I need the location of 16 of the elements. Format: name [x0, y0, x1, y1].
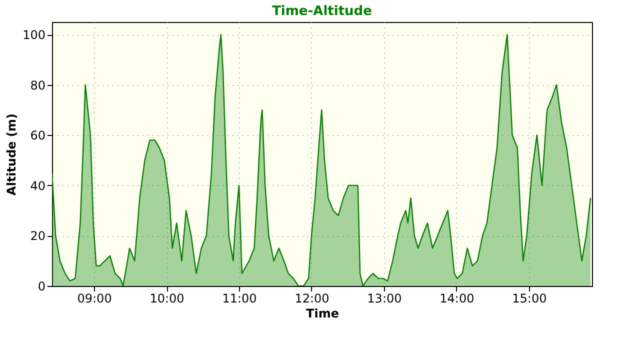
y-tick-label: 100 [22, 28, 46, 42]
x-tick-label: 10:00 [150, 292, 184, 306]
x-tick-label: 12:00 [294, 292, 330, 306]
y-tick-label: 80 [30, 78, 46, 92]
y-axis-title: Altitude (m) [4, 114, 19, 196]
x-tick-label: 14:00 [440, 292, 474, 306]
y-tick-label: 60 [30, 128, 46, 143]
chart-title: Time-Altitude [272, 4, 372, 19]
y-tick-label: 40 [30, 178, 46, 193]
x-tick-label: 15:00 [512, 292, 547, 306]
x-tick-label: 09:00 [77, 292, 112, 306]
x-tick-label: 13:00 [367, 292, 402, 306]
x-axis-title: Time [306, 306, 339, 320]
y-tick-label: 20 [30, 229, 46, 244]
x-tick-label: 11:00 [222, 292, 257, 306]
y-tick-label: 0 [38, 280, 46, 294]
